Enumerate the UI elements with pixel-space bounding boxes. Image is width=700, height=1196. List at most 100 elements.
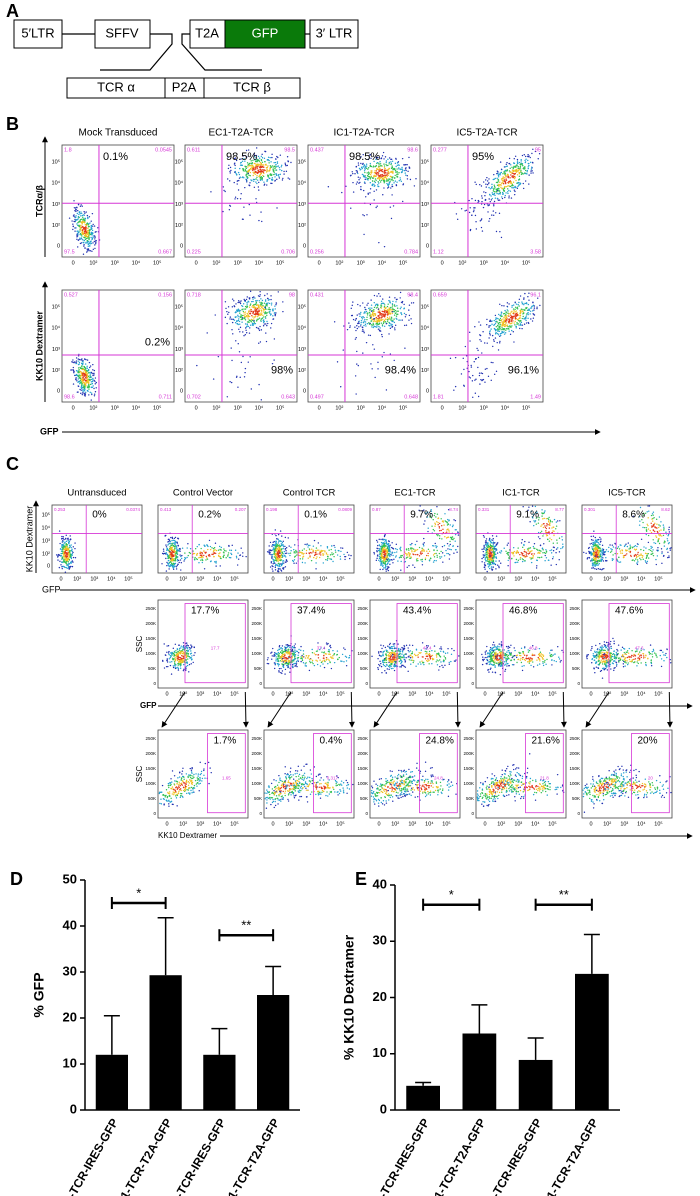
dot [80,386,82,388]
dot [395,317,397,319]
x-tick-label: 0 [165,576,168,582]
x-tick-label: 10⁵ [336,575,344,582]
y-tick-label: 10⁵ [175,303,183,310]
dot [276,162,279,164]
dot [381,333,383,336]
dot [387,164,389,167]
dot [448,531,450,533]
dot [266,184,268,186]
dot [503,305,505,307]
dot [239,312,241,314]
x-tick-label: 10⁵ [230,575,238,582]
dot [265,340,268,343]
x-tick-label: 10² [179,576,187,582]
dot [222,186,225,188]
dot [307,544,310,547]
dot [82,371,85,373]
quadrant-value: 0.156 [158,292,172,298]
dot [436,521,438,523]
dot [250,310,253,313]
dot [229,170,231,173]
dot [389,551,391,553]
dot [378,538,380,541]
dot [87,227,89,229]
dot [94,377,97,379]
dot [366,312,368,315]
dot [378,293,380,295]
dot [381,545,384,548]
dot [384,310,387,312]
dot [515,179,517,182]
dot [488,182,490,184]
dot [228,164,230,167]
dot [229,316,232,318]
dot [377,177,380,179]
dot [172,558,175,561]
dot [269,167,271,169]
dot [388,554,390,556]
x-tick-label: 0 [318,405,321,411]
dot [412,553,414,555]
dot [77,385,79,387]
quadrant-value: 96.1 [530,292,541,298]
dot [396,548,398,551]
dot [308,552,310,554]
dot [250,160,252,162]
dot [257,155,260,158]
dot [437,524,439,526]
dot [331,545,333,547]
dot [74,220,76,223]
dot [77,355,80,357]
dot [62,561,64,563]
dot [329,558,331,560]
dot [391,542,393,544]
dot [359,315,361,318]
dot [354,326,356,328]
quadrant-value: 0.198 [266,507,278,512]
dot [165,552,167,554]
dot [376,174,378,176]
x-tick-label: 10⁴ [255,259,264,266]
vector-label: 3′ LTR [316,25,353,40]
dot [479,339,481,341]
dot [234,196,237,198]
y-tick-label: 10³ [52,347,60,353]
dot [357,176,360,178]
dot [82,253,85,255]
dot [174,550,177,553]
dot [62,540,64,543]
dot [86,376,89,378]
dot [179,554,181,556]
dot [492,193,495,196]
dot [514,308,516,310]
dot [86,230,88,232]
dot [225,557,227,559]
dot [378,241,380,244]
dot [522,182,524,185]
dot [89,222,91,224]
dot [237,343,239,345]
dot [511,310,513,313]
dot [420,559,422,561]
dot [504,317,507,319]
dot [316,556,318,558]
dot [389,327,392,330]
dot [513,309,515,312]
dot [319,550,321,553]
dot [482,331,484,333]
dot [238,177,241,179]
dot [381,544,383,546]
dot [256,176,258,178]
dot [418,546,421,549]
dot [365,310,368,313]
dot [352,172,354,175]
dot [502,322,504,325]
dot [234,549,237,551]
dot [513,193,516,196]
dot [228,556,231,559]
dot [360,323,362,326]
dot [489,320,491,323]
dot [518,179,520,181]
dot [267,165,269,167]
dot [504,179,506,181]
